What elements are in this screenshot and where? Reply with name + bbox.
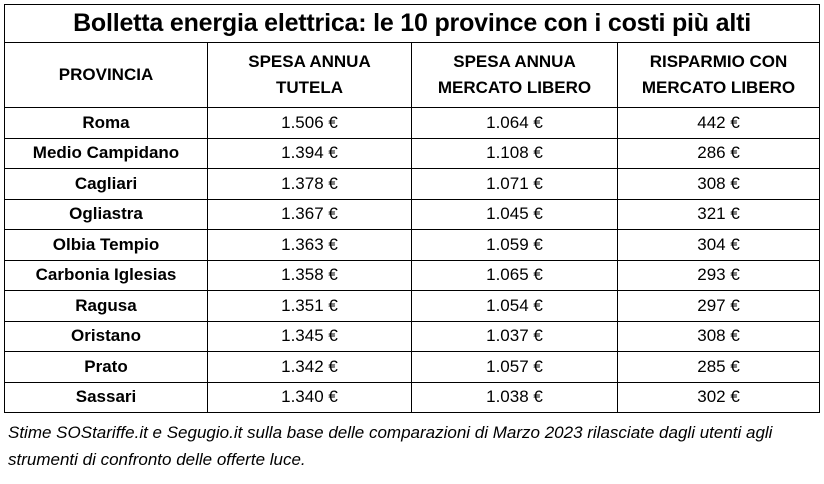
cell-spesa-mercato-libero: 1.038 €: [411, 381, 618, 413]
cell-spesa-tutela: 1.378 €: [207, 168, 412, 200]
cell-spesa-tutela: 1.358 €: [207, 259, 412, 291]
column-header-tutela: SPESA ANNUA TUTELA: [207, 42, 412, 108]
table-row: Sassari 1.340 €1.038 €302 €: [4, 381, 821, 413]
table-row: Carbonia Iglesias 1.358 €1.065 €293 €: [4, 259, 821, 291]
table-row: Ragusa 1.351 €1.054 €297 €: [4, 290, 821, 322]
cell-spesa-tutela: 1.394 €: [207, 137, 412, 169]
table-row: Cagliari 1.378 €1.071 €308 €: [4, 168, 821, 200]
table-row: Oristano 1.345 €1.037 €308 €: [4, 320, 821, 352]
cell-provincia: Cagliari: [4, 168, 208, 200]
cell-risparmio: 308 €: [616, 168, 821, 200]
cell-provincia: Olbia Tempio: [4, 229, 208, 261]
header-label-line2: MERCATO LIBERO: [437, 78, 592, 97]
cell-spesa-tutela: 1.342 €: [207, 351, 412, 383]
cell-spesa-mercato-libero: 1.108 €: [411, 137, 618, 169]
table-row: Medio Campidano 1.394 €1.108 €286 €: [4, 137, 821, 169]
table-title: Bolletta energia elettrica: le 10 provin…: [3, 4, 821, 43]
cell-risparmio: 285 €: [616, 351, 821, 383]
table-row: Roma 1.506 €1.064 €442 €: [4, 107, 821, 139]
cell-risparmio: 304 €: [616, 229, 821, 261]
cell-risparmio: 308 €: [616, 320, 821, 352]
infographic: Bolletta energia elettrica: le 10 provin…: [3, 4, 821, 473]
cell-provincia: Sassari: [4, 381, 208, 413]
cell-spesa-mercato-libero: 1.059 €: [411, 229, 618, 261]
cell-provincia: Ragusa: [4, 290, 208, 322]
cell-provincia: Roma: [4, 107, 208, 139]
cell-spesa-mercato-libero: 1.054 €: [411, 290, 618, 322]
header-label: PROVINCIA: [58, 65, 154, 84]
cell-risparmio: 286 €: [616, 137, 821, 169]
cell-spesa-mercato-libero: 1.057 €: [411, 351, 618, 383]
cell-spesa-mercato-libero: 1.064 €: [411, 107, 618, 139]
cell-spesa-mercato-libero: 1.045 €: [411, 198, 618, 230]
header-label-line1: SPESA ANNUA: [453, 52, 576, 71]
cell-provincia: Ogliastra: [4, 198, 208, 230]
cell-spesa-tutela: 1.367 €: [207, 198, 412, 230]
column-header-mercato-libero: SPESA ANNUA MERCATO LIBERO: [411, 42, 618, 108]
cell-spesa-tutela: 1.363 €: [207, 229, 412, 261]
cell-spesa-tutela: 1.506 €: [207, 107, 412, 139]
header-label-line2: MERCATO LIBERO: [641, 78, 796, 97]
cell-spesa-tutela: 1.351 €: [207, 290, 412, 322]
column-header-risparmio: RISPARMIO CON MERCATO LIBERO: [616, 42, 821, 108]
cell-spesa-mercato-libero: 1.065 €: [411, 259, 618, 291]
table-row: Prato 1.342 €1.057 €285 €: [4, 351, 821, 383]
cell-provincia: Prato: [4, 351, 208, 383]
costs-table: Bolletta energia elettrica: le 10 provin…: [3, 4, 821, 413]
header-row: PROVINCIA SPESA ANNUA TUTELA SPESA ANNUA…: [4, 42, 821, 108]
cell-spesa-mercato-libero: 1.071 €: [411, 168, 618, 200]
title-row: Bolletta energia elettrica: le 10 provin…: [3, 4, 821, 43]
cell-spesa-mercato-libero: 1.037 €: [411, 320, 618, 352]
header-label-line1: RISPARMIO CON: [649, 52, 788, 71]
cell-risparmio: 293 €: [616, 259, 821, 291]
cell-spesa-tutela: 1.340 €: [207, 381, 412, 413]
table-row: Olbia Tempio 1.363 €1.059 €304 €: [4, 229, 821, 261]
cell-provincia: Oristano: [4, 320, 208, 352]
header-label-line2: TUTELA: [275, 78, 344, 97]
cell-risparmio: 297 €: [616, 290, 821, 322]
cell-provincia: Medio Campidano: [4, 137, 208, 169]
source-note: Stime SOStariffe.it e Segugio.it sulla b…: [8, 423, 773, 469]
cell-risparmio: 442 €: [616, 107, 821, 139]
cell-risparmio: 302 €: [616, 381, 821, 413]
cell-spesa-tutela: 1.345 €: [207, 320, 412, 352]
header-label-line1: SPESA ANNUA: [248, 52, 371, 71]
cell-risparmio: 321 €: [616, 198, 821, 230]
cell-provincia: Carbonia Iglesias: [4, 259, 208, 291]
column-header-provincia: PROVINCIA: [4, 42, 208, 108]
table-row: Ogliastra 1.367 €1.045 €321 €: [4, 198, 821, 230]
